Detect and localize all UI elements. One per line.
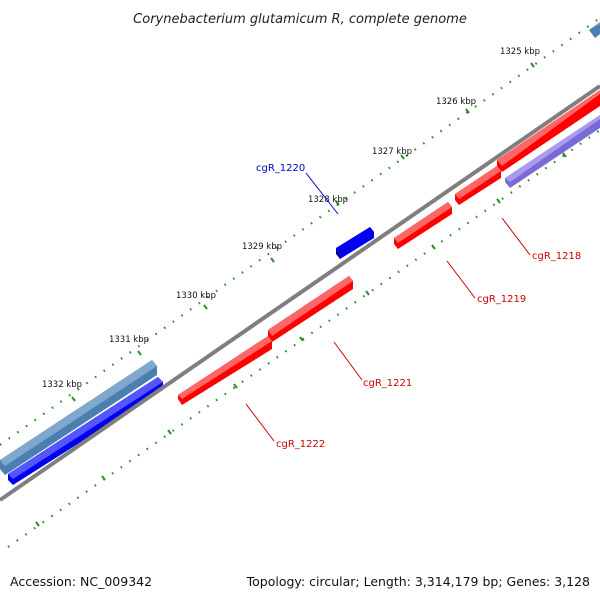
scale-label: 1325 kbp bbox=[500, 47, 540, 57]
scale-label: 1326 kbp bbox=[436, 97, 476, 107]
forward-genes bbox=[0, 22, 600, 485]
gene-labels: cgR_1218 cgR_1219 cgR_1220 cgR_1221 cgR_… bbox=[256, 163, 581, 450]
gene-feature[interactable] bbox=[589, 22, 600, 38]
gene-feature[interactable] bbox=[505, 115, 600, 188]
inner-scale-ticks bbox=[7, 129, 600, 548]
genome-backbone bbox=[0, 84, 600, 502]
gene-feature-cgR-1221[interactable] bbox=[268, 276, 353, 342]
gene-label-leaders bbox=[245, 172, 531, 442]
scale-label: 1328 kbp bbox=[308, 195, 348, 205]
gene-label-cgR-1218[interactable]: cgR_1218 bbox=[532, 251, 581, 262]
gene-feature-cgR-1218[interactable] bbox=[497, 90, 600, 172]
scale-label: 1330 kbp bbox=[176, 291, 216, 301]
gene-label-cgR-1222[interactable]: cgR_1222 bbox=[276, 439, 325, 450]
genome-summary-text: Topology: circular; Length: 3,314,179 bp… bbox=[246, 574, 590, 589]
reverse-genes bbox=[178, 90, 600, 405]
gene-feature-cgR-1222[interactable] bbox=[178, 336, 272, 405]
accession-text: Accession: NC_009342 bbox=[10, 574, 152, 589]
gene-feature-cgR-1219[interactable] bbox=[394, 202, 452, 249]
scale-label: 1327 kbp bbox=[372, 147, 412, 157]
scale-label: 1332 kbp bbox=[42, 380, 82, 390]
gene-feature[interactable] bbox=[8, 377, 163, 485]
outer-scale-ticks bbox=[0, 17, 600, 446]
scale-label: 1329 kbp bbox=[242, 242, 282, 252]
gene-label-cgR-1220[interactable]: cgR_1220 bbox=[256, 163, 305, 174]
gene-feature[interactable] bbox=[0, 360, 157, 475]
gene-feature[interactable] bbox=[455, 166, 501, 205]
scale-labels: 1325 kbp 1326 kbp 1327 kbp 1328 kbp 1329… bbox=[42, 47, 540, 390]
gene-feature-cgR-1220[interactable] bbox=[336, 227, 374, 259]
map-title: Corynebacterium glutamicum R, complete g… bbox=[133, 12, 467, 27]
gene-label-cgR-1219[interactable]: cgR_1219 bbox=[477, 294, 526, 305]
gene-label-cgR-1221[interactable]: cgR_1221 bbox=[363, 378, 412, 389]
scale-label: 1331 kbp bbox=[109, 335, 149, 345]
